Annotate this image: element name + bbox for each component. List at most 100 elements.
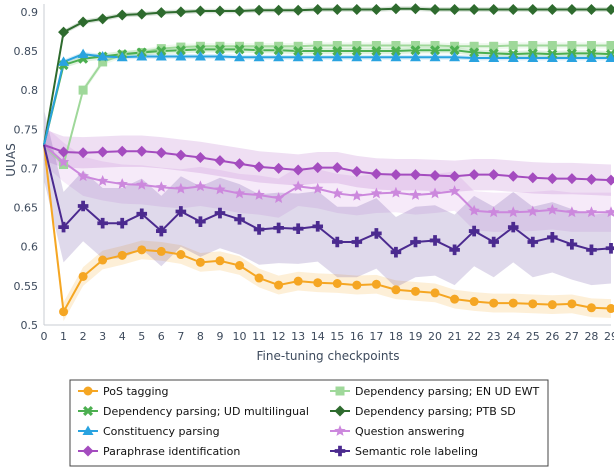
paraphrase-identification-point	[97, 146, 109, 158]
dependency-parsing-en-ud-ewt-point	[254, 41, 264, 51]
x-tick-label: 19	[408, 330, 422, 343]
y-tick-label: 0.75	[14, 123, 39, 136]
legend-label: Constituency parsing	[103, 425, 220, 438]
paraphrase-identification-point	[605, 174, 614, 186]
y-tick-labels: 0.5 0.55 0.6 0.65 0.7 0.75 0.8 0.85 0.9	[14, 6, 39, 332]
paraphrase-identification-point	[77, 147, 89, 159]
paraphrase-identification-point	[429, 169, 441, 181]
constituency-parsing-point	[58, 56, 70, 66]
dependency-parsing-ud-multilingual-point	[332, 45, 343, 56]
dependency-parsing-en-ud-ewt-point	[176, 42, 186, 52]
legend-item-pos-tagging: PoS tagging	[78, 385, 168, 398]
x-tick-labels: 0 1 2 3 4 5 6 7 8 9 10 11 12 13 14 15 16 17 18 19 20 21 22 23 24…	[41, 330, 614, 343]
question-answering-point	[527, 205, 539, 217]
x-tick-label: 28	[584, 330, 598, 343]
legend-marker	[335, 386, 345, 396]
dependency-parsing-ptb-sd-point	[77, 16, 89, 28]
dependency-parsing-ptb-sd-point	[566, 3, 578, 15]
semantic-role-labeling-point	[488, 236, 499, 248]
question-answering-point	[351, 189, 363, 201]
question-answering-point	[233, 187, 246, 199]
constituency-parsing-point	[273, 51, 285, 62]
pos-tagging-point	[567, 299, 577, 309]
legend: PoS tagging Dependency parsing; EN UD EWT…	[69, 379, 549, 467]
dependency-parsing-ptb-sd-point	[331, 3, 343, 15]
y-tick-label: 0.85	[14, 45, 39, 58]
pos-tagging-point	[195, 257, 205, 267]
question-answering-point	[429, 187, 441, 199]
pos-tagging-point	[313, 278, 323, 288]
dependency-parsing-ptb-sd-point	[194, 5, 206, 17]
question-answering-point	[448, 185, 461, 196]
dependency-parsing-ptb-sd-point	[488, 3, 500, 15]
question-answering-point	[272, 192, 285, 204]
x-tick-label: 1	[60, 330, 67, 343]
dependency-parsing-en-ud-ewt-point	[195, 41, 205, 51]
question-answering-point	[253, 189, 265, 200]
semantic-role-labeling-point	[371, 228, 382, 239]
y-tick-label: 0.8	[21, 84, 39, 97]
semantic-role-labeling-point	[605, 242, 614, 254]
question-answering-point	[194, 180, 207, 192]
constituency-parsing-point	[449, 51, 461, 62]
dependency-parsing-en-ud-ewt-point	[547, 40, 557, 50]
dependency-parsing-ptb-sd-point	[527, 3, 539, 15]
legend-label: Dependency parsing; UD multilingual	[103, 405, 309, 418]
dependency-parsing-en-ud-ewt-point	[235, 41, 245, 51]
dependency-parsing-ud-multilingual-point	[195, 44, 206, 55]
paraphrase-identification-point	[331, 162, 343, 174]
dependency-parsing-en-ud-ewt-point	[430, 40, 440, 50]
legend-label: Paraphrase identification	[103, 445, 240, 458]
question-answering-point	[136, 178, 148, 190]
legend-item-constituency-parsing: Constituency parsing	[78, 425, 220, 438]
paraphrase-identification-point	[194, 151, 206, 163]
dependency-parsing-en-ud-ewt-point	[450, 41, 460, 51]
dependency-parsing-en-ud-ewt-point	[586, 40, 596, 50]
dependency-parsing-en-ud-ewt-point	[567, 40, 577, 50]
dependency-parsing-en-ud-ewt-point	[156, 44, 166, 54]
dependency-parsing-ptb-sd-point	[155, 7, 167, 19]
question-answering-point	[331, 187, 343, 199]
question-answering-point	[605, 206, 614, 218]
paraphrase-identification-point	[214, 155, 226, 167]
pos-tagging-point	[606, 304, 614, 314]
constituency-parsing-point	[351, 51, 363, 62]
dependency-parsing-en-ud-ewt-point	[489, 41, 499, 51]
legend-label: Semantic role labeling	[355, 445, 478, 458]
pos-tagging-point	[528, 299, 538, 309]
semantic-role-labeling-point	[77, 200, 89, 212]
dependency-parsing-ud-multilingual-point	[410, 45, 421, 56]
paraphrase-identification-point	[468, 169, 480, 181]
dependency-parsing-en-ud-ewt-point	[469, 41, 479, 51]
y-tick-label: 0.5	[21, 319, 39, 332]
pos-tagging-point	[352, 280, 362, 290]
constituency-parsing-line	[43, 53, 611, 146]
dependency-parsing-ud-multilingual-band	[44, 46, 611, 149]
dependency-parsing-ud-multilingual-point	[293, 45, 304, 56]
dependency-parsing-ptb-sd-point	[507, 3, 519, 15]
pos-tagging-point	[547, 300, 557, 310]
semantic-role-labeling-point	[58, 221, 69, 233]
pos-tagging-point	[489, 298, 499, 308]
legend-item-paraphrase-identification: Paraphrase identification	[78, 445, 240, 458]
paraphrase-identification-point	[585, 173, 597, 185]
dependency-parsing-en-ud-ewt-point	[391, 40, 401, 50]
constituency-parsing-point	[331, 51, 343, 62]
legend-item-dependency-parsing-en-ud-ewt: Dependency parsing; EN UD EWT	[330, 385, 539, 398]
y-tick-label: 0.9	[21, 6, 39, 19]
pos-tagging-point	[59, 307, 69, 317]
constituency-parsing-point	[409, 51, 421, 62]
x-tick-label: 25	[526, 330, 540, 343]
question-answering-point	[468, 204, 480, 216]
legend-marker	[82, 425, 94, 435]
constituency-parsing-point	[370, 51, 382, 62]
y-tick-label: 0.55	[14, 280, 39, 293]
dependency-parsing-en-ud-ewt-point	[352, 40, 362, 50]
dependency-parsing-en-ud-ewt-point	[215, 41, 225, 51]
semantic-role-labeling-point	[586, 244, 597, 256]
semantic-role-labeling-point	[214, 207, 226, 219]
semantic-role-labeling-point	[195, 216, 206, 227]
paraphrase-identification-point	[507, 170, 519, 182]
semantic-role-labeling-point	[449, 244, 460, 256]
paraphrase-identification-point	[136, 145, 148, 157]
